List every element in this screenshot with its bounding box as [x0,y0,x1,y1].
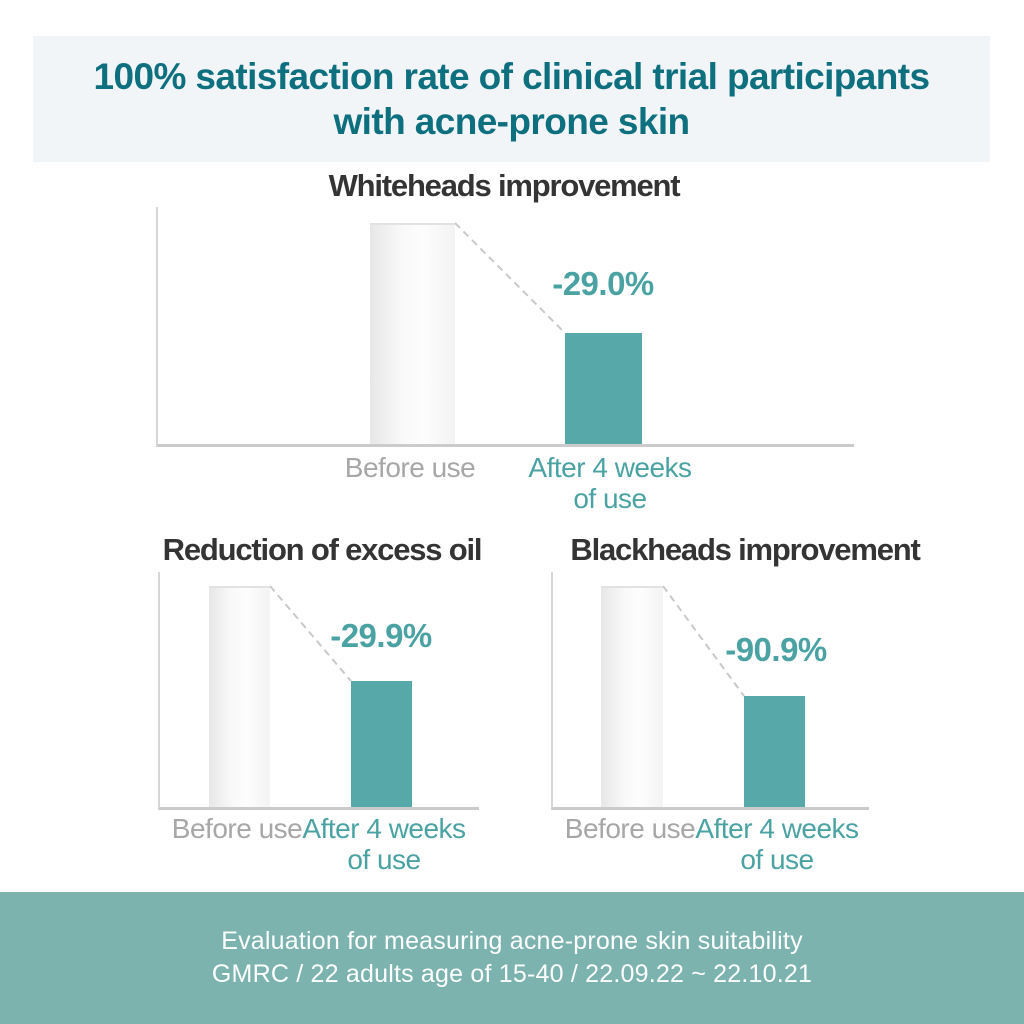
chart-title-excess-oil: Reduction of excess oil [162,532,483,567]
x-label-after-use: After 4 weeks of use [302,813,466,875]
footer-line2: GMRC / 22 adults age of 15-40 / 22.09.22… [211,960,813,988]
chart-title-blackheads: Blackheads improvement [570,532,920,567]
x-label-after-line1: After 4 weeks [302,813,466,844]
bar-after-use [351,681,412,807]
change-percent-label: -29.9% [330,617,432,654]
x-label-after-line2: of use [573,483,647,514]
chart-whiteheads-plot: -29.0% [156,207,854,447]
bar-after-use [744,696,805,807]
x-label-before-use: Before use [171,813,303,844]
header-title-line1: 100% satisfaction rate of clinical trial… [93,56,931,97]
bar-before-use [370,223,455,444]
x-label-before-use: Before use [344,452,476,483]
dashed-connector-line [269,585,352,682]
x-label-after-line1: After 4 weeks [695,813,859,844]
dashed-connector-line [454,222,566,334]
x-label-after-line1: After 4 weeks [528,452,692,483]
change-percent-label: -29.0% [552,265,654,302]
header-title-line2: with acne-prone skin [333,101,690,142]
bar-before-use [209,586,270,807]
x-label-after-line2: of use [740,844,814,875]
bar-before-use [601,586,663,807]
chart-excess-oil-plot: -29.9% [158,572,479,810]
chart-blackheads-plot: -90.9% [551,572,869,810]
x-label-after-use: After 4 weeks of use [528,452,692,514]
x-label-after-use: After 4 weeks of use [695,813,859,875]
x-label-before-use: Before use [564,813,696,844]
footer-line1: Evaluation for measuring acne-prone skin… [221,927,803,955]
x-label-after-line2: of use [347,844,421,875]
header-banner: 100% satisfaction rate of clinical trial… [33,36,990,162]
bar-after-use [565,333,642,444]
chart-title-whiteheads: Whiteheads improvement [328,168,681,203]
footer-banner: Evaluation for measuring acne-prone skin… [0,892,1024,1024]
change-percent-label: -90.9% [725,631,827,668]
